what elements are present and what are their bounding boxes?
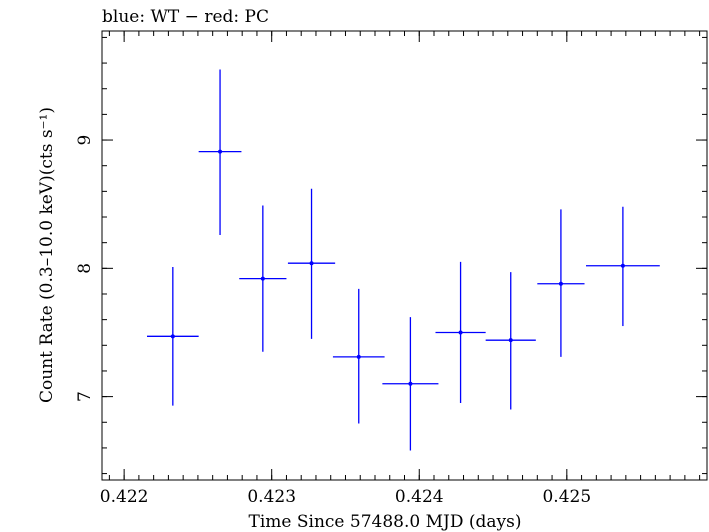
data-marker (170, 334, 175, 339)
data-point (198, 69, 242, 235)
x-tick-label: 0.422 (100, 487, 149, 507)
data-marker (508, 338, 513, 343)
data-point (382, 317, 439, 451)
data-marker (620, 263, 625, 268)
chart-title: blue: WT − red: PC (102, 7, 269, 27)
data-series-group (147, 69, 660, 451)
data-point (287, 188, 336, 339)
y-tick-label: 7 (75, 391, 95, 402)
x-tick-label: 0.424 (395, 487, 444, 507)
data-marker (218, 149, 223, 154)
y-tick-label: 8 (75, 263, 95, 274)
data-marker (458, 330, 463, 335)
data-marker (260, 276, 265, 281)
data-point (586, 206, 660, 327)
data-marker (558, 281, 563, 286)
data-point (537, 209, 585, 357)
axes-group: 0.422 0.423 0.424 0.425 7 8 9 (75, 31, 707, 507)
x-axis-label: Time Since 57488.0 MJD (days) (249, 512, 522, 532)
plot-frame (101, 30, 708, 481)
y-tick-label: 9 (75, 135, 95, 146)
x-tick-label: 0.423 (247, 487, 296, 507)
data-point (485, 272, 536, 410)
data-marker (408, 381, 413, 386)
data-point (239, 205, 287, 352)
data-point (435, 261, 486, 404)
data-marker (309, 261, 314, 266)
data-point (147, 267, 199, 406)
x-tick-label: 0.425 (542, 487, 591, 507)
data-point (332, 288, 385, 424)
data-marker (356, 354, 361, 359)
y-axis-label: Count Rate (0.3–10.0 keV)(cts s⁻¹) (37, 107, 57, 403)
